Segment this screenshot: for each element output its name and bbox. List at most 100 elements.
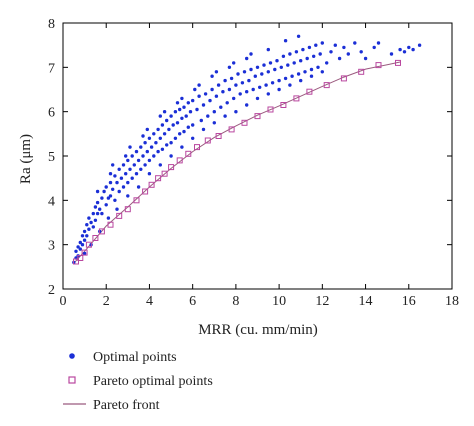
optimal-point [216, 83, 221, 87]
optimal-point [136, 185, 141, 189]
optimal-point [299, 59, 303, 63]
pareto-optimal-point [228, 126, 235, 133]
pareto-optimal-point [254, 113, 261, 120]
optimal-point [266, 92, 270, 96]
optimal-point [85, 223, 89, 227]
optimal-point [210, 74, 214, 78]
optimal-point [186, 125, 190, 129]
optimal-point [152, 154, 156, 158]
pareto-optimal-point [323, 82, 330, 89]
x-tick-label: 6 [189, 294, 196, 309]
optimal-point [158, 136, 162, 140]
optimal-point [143, 141, 147, 145]
optimal-point [197, 94, 201, 98]
optimal-point [160, 147, 165, 151]
optimal-point [318, 52, 322, 56]
optimal-point [197, 83, 201, 87]
optimal-point [251, 87, 255, 92]
x-tick-label: 0 [60, 294, 67, 309]
optimal-point [108, 172, 113, 176]
optimal-point [102, 189, 106, 194]
optimal-point [98, 207, 102, 211]
optimal-point [80, 234, 85, 238]
legend-label-optimal: Optimal points [93, 350, 177, 365]
pareto-optimal-point [124, 206, 131, 213]
optimal-point [312, 54, 316, 58]
optimal-point [288, 52, 292, 56]
optimal-point [82, 251, 87, 256]
optimal-point [223, 114, 227, 118]
optimal-point [253, 74, 257, 78]
optimal-point [240, 81, 245, 85]
optimal-point [245, 103, 249, 107]
pareto-optimal-point [98, 228, 105, 235]
optimal-point [203, 92, 208, 96]
optimal-point [80, 243, 85, 247]
legend: Optimal points Pareto optimal points Par… [63, 350, 213, 413]
optimal-point [158, 163, 162, 167]
y-axis-label: Ra (μm) [18, 134, 34, 184]
optimal-point [147, 172, 152, 176]
optimal-point [154, 141, 158, 145]
optimal-point [320, 41, 324, 45]
optimal-point [299, 78, 303, 83]
optimal-point [309, 74, 314, 78]
optimal-point [186, 101, 190, 105]
legend-label-pareto-front: Pareto front [93, 398, 160, 413]
optimal-point [245, 90, 249, 94]
optimal-point [407, 45, 411, 50]
legend-marker-optimal [69, 353, 75, 359]
optimal-point [270, 81, 275, 85]
pareto-optimal-point [194, 144, 200, 151]
optimal-point [242, 70, 247, 74]
optimal-point [124, 172, 128, 176]
optimal-point [156, 127, 160, 132]
pareto-optimal-point [267, 106, 274, 113]
optimal-point [316, 65, 320, 70]
optimal-point [136, 158, 141, 163]
pareto-front-series [73, 61, 401, 264]
optimal-point [121, 185, 126, 189]
optimal-point [113, 174, 117, 178]
pareto-optimal-point [358, 68, 365, 75]
optimal-point [214, 94, 219, 98]
optimal-point [236, 72, 240, 76]
optimal-point [234, 83, 238, 87]
pareto-optimal-point [176, 157, 183, 164]
optimal-point [126, 158, 130, 163]
optimal-point [128, 145, 132, 149]
optimal-point [417, 43, 422, 47]
optimal-point [325, 61, 329, 65]
optimal-point [76, 245, 80, 249]
optimal-point [169, 154, 173, 158]
optimal-point [134, 172, 139, 176]
optimal-point [152, 132, 156, 136]
optimal-point [169, 114, 173, 118]
pareto-optimal-point [107, 221, 114, 228]
optimal-points-series [72, 34, 422, 265]
optimal-point [160, 123, 165, 127]
optimal-point [402, 50, 407, 54]
optimal-point [266, 70, 270, 74]
y-tick-label: 2 [48, 283, 55, 298]
optimal-point [286, 63, 290, 67]
optimal-point [132, 163, 136, 167]
optimal-point [128, 167, 132, 171]
optimal-point [376, 41, 381, 45]
legend-item-pareto-points: Pareto optimal points [68, 374, 213, 389]
optimal-point [180, 145, 184, 149]
y-tick-label: 5 [48, 150, 55, 165]
optimal-point [199, 118, 203, 123]
optimal-point [149, 145, 154, 149]
optimal-point [307, 45, 312, 50]
y-tick-label: 3 [48, 239, 55, 254]
pareto-optimal-point [73, 258, 79, 265]
legend-marker-pareto-points [68, 376, 76, 384]
optimal-point [305, 56, 309, 61]
optimal-point [169, 141, 173, 145]
optimal-point [279, 65, 283, 70]
legend-item-optimal: Optimal points [69, 350, 177, 365]
axis-ticks [62, 22, 453, 290]
optimal-point [173, 110, 178, 114]
